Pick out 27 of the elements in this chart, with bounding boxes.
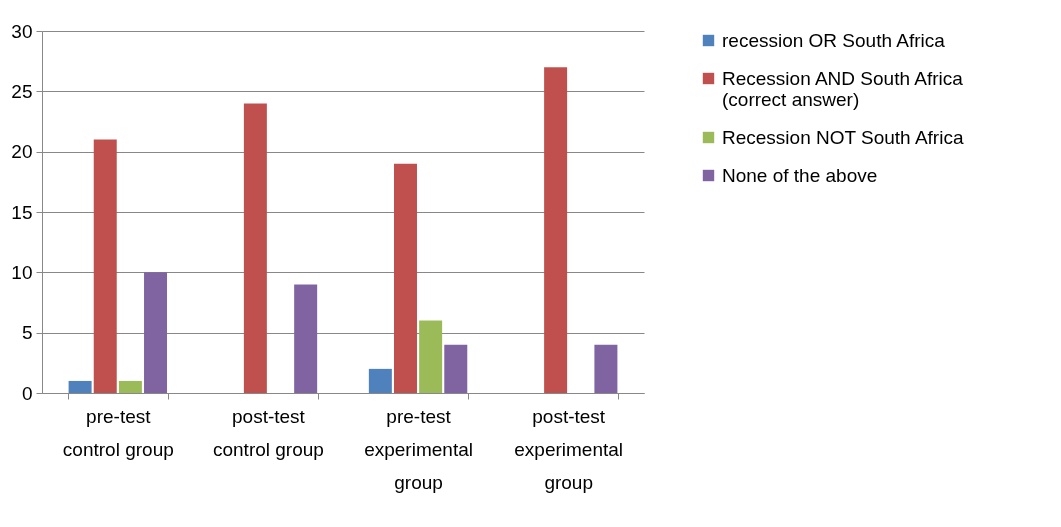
bar [118,380,142,393]
x-tick-label: post-test experimental group [514,405,624,493]
bar [243,103,267,393]
y-tick-label: 10 [11,261,33,283]
y-tick-label: 25 [11,80,33,102]
y-tick-label: 15 [11,201,33,223]
legend-label: Recession AND South Africa (correct answer) [722,67,964,110]
bar [594,344,618,393]
bar [93,139,117,393]
y-tick-label: 5 [21,322,33,344]
x-tick-label: pre-test control group [62,405,174,460]
legend-label: Recession NOT South Africa [722,126,964,148]
bar [144,272,168,393]
bar [444,344,468,393]
x-tick-label: post-test control group [212,405,324,460]
bar [294,284,318,393]
bar [368,368,392,393]
bar [544,67,568,393]
y-tick-label: 30 [11,20,33,42]
bar [419,320,443,393]
y-tick-label: 20 [11,141,33,163]
legend-label: recession OR South Africa [722,29,946,51]
bar [68,380,92,393]
bar [393,163,417,393]
x-tick-label: pre-test experimental group [364,405,473,493]
legend-label: None of the above [722,164,878,186]
y-tick-label: 0 [21,382,33,404]
